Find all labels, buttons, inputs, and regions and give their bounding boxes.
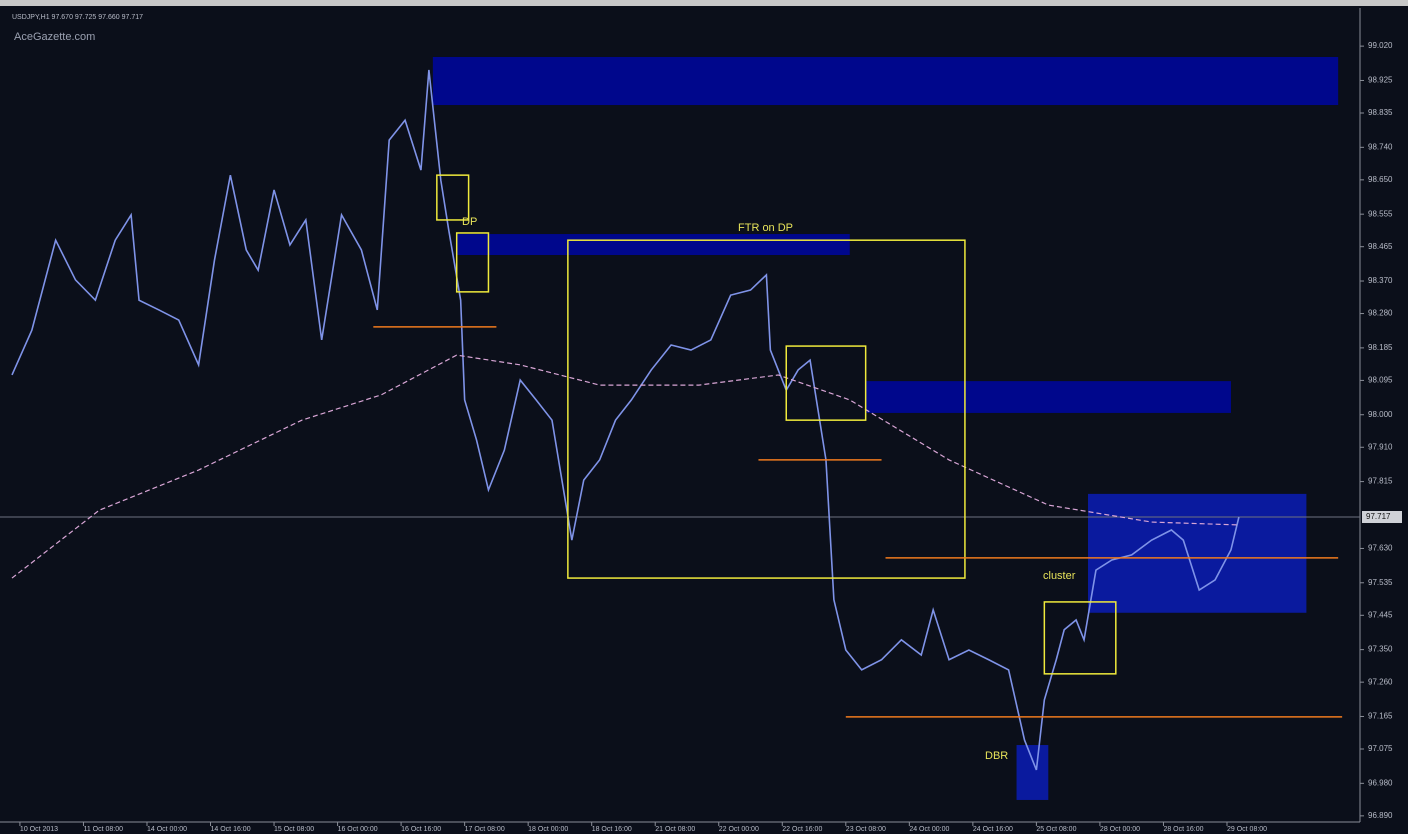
zone	[456, 234, 850, 256]
y-tick-label: 98.370	[1368, 276, 1393, 285]
y-tick-label: 98.280	[1368, 309, 1393, 318]
x-tick-label: 17 Oct 08:00	[465, 826, 505, 833]
box	[785, 345, 867, 421]
y-tick-label: 99.020	[1368, 41, 1393, 50]
y-tick-label: 96.890	[1368, 811, 1393, 820]
y-tick-label: 98.185	[1368, 343, 1393, 352]
top-bar	[0, 0, 1408, 6]
box	[1043, 601, 1117, 675]
annotation: FTR on DP	[738, 222, 793, 234]
x-tick-label: 25 Oct 08:00	[1036, 826, 1076, 833]
zone	[865, 381, 1231, 413]
x-tick-label: 10 Oct 2013	[20, 826, 58, 833]
y-tick-label: 97.535	[1368, 578, 1393, 587]
watermark: AceGazette.com	[14, 31, 95, 43]
y-tick-label: 98.650	[1368, 175, 1393, 184]
x-tick-label: 28 Oct 16:00	[1163, 826, 1203, 833]
x-tick-label: 16 Oct 00:00	[338, 826, 378, 833]
y-tick-label: 97.910	[1368, 442, 1393, 451]
annotation: DBR	[985, 750, 1008, 762]
x-tick-label: 23 Oct 08:00	[846, 826, 886, 833]
y-tick-label: 98.465	[1368, 242, 1393, 251]
box	[567, 239, 966, 579]
x-tick-label: 14 Oct 16:00	[211, 826, 251, 833]
current-price-label: 97.717	[1366, 512, 1391, 521]
y-tick-label: 98.835	[1368, 108, 1393, 117]
annotation: DP	[462, 216, 477, 228]
x-tick-label: 24 Oct 16:00	[973, 826, 1013, 833]
x-tick-label: 18 Oct 16:00	[592, 826, 632, 833]
y-tick-label: 98.925	[1368, 76, 1393, 85]
y-tick-label: 97.350	[1368, 645, 1393, 654]
y-tick-label: 97.165	[1368, 712, 1393, 721]
zone	[1016, 745, 1049, 800]
x-tick-label: 11 Oct 08:00	[83, 826, 123, 833]
x-tick-label: 14 Oct 00:00	[147, 826, 187, 833]
box	[436, 174, 470, 221]
annotation: cluster	[1043, 570, 1076, 582]
y-tick-label: 96.980	[1368, 778, 1393, 787]
x-tick-label: 18 Oct 00:00	[528, 826, 568, 833]
current-price-box	[1362, 511, 1402, 524]
x-tick-label: 15 Oct 08:00	[274, 826, 314, 833]
x-tick-label: 22 Oct 00:00	[719, 826, 759, 833]
y-tick-label: 97.445	[1368, 610, 1393, 619]
x-tick-label: 29 Oct 08:00	[1227, 826, 1267, 833]
y-tick-label: 97.260	[1368, 677, 1393, 686]
x-tick-label: 28 Oct 00:00	[1100, 826, 1140, 833]
y-tick-label: 98.740	[1368, 142, 1393, 151]
y-tick-label: 98.000	[1368, 410, 1393, 419]
x-tick-label: 16 Oct 16:00	[401, 826, 441, 833]
y-tick-label: 97.630	[1368, 544, 1393, 553]
x-tick-label: 21 Oct 08:00	[655, 826, 695, 833]
header: USDJPY,H1 97.670 97.725 97.660 97.717	[12, 14, 143, 21]
y-tick-label: 98.095	[1368, 376, 1393, 385]
y-tick-label: 97.815	[1368, 477, 1393, 486]
y-tick-label: 97.075	[1368, 744, 1393, 753]
zone	[432, 56, 1339, 106]
x-tick-label: 24 Oct 00:00	[909, 826, 949, 833]
y-tick-label: 98.555	[1368, 209, 1393, 218]
zone	[1088, 493, 1307, 613]
price-line	[11, 354, 1239, 579]
x-tick-label: 22 Oct 16:00	[782, 826, 822, 833]
box	[455, 232, 490, 293]
